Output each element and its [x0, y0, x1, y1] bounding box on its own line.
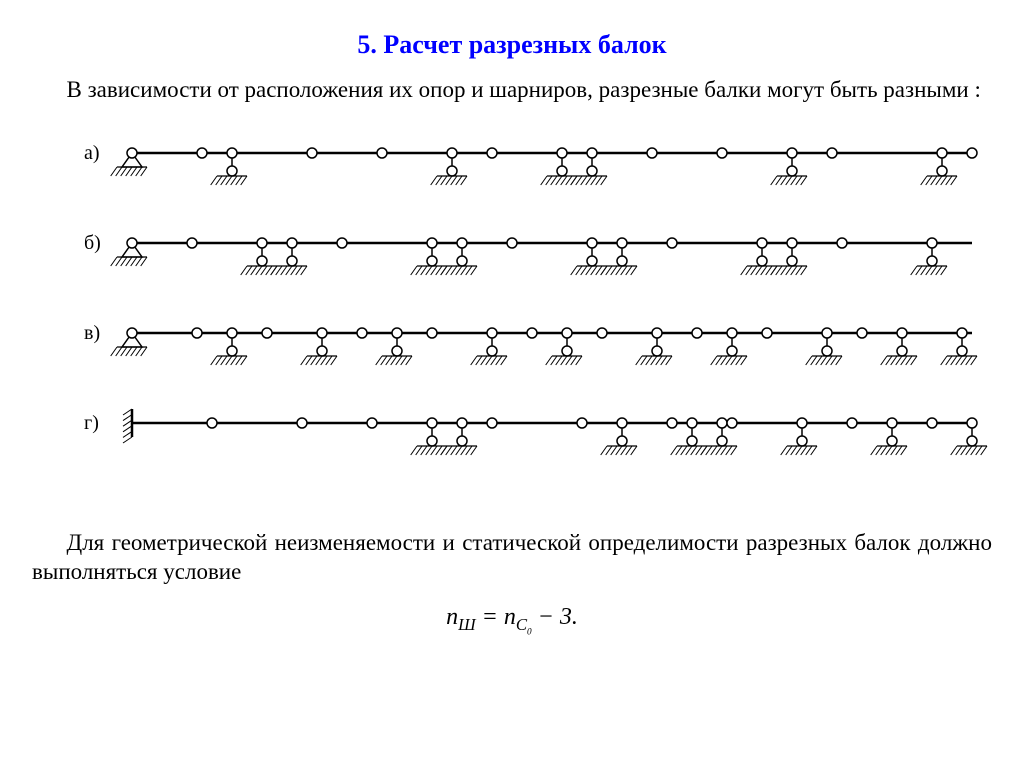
hinge [827, 148, 837, 158]
hinge [762, 328, 772, 338]
hinge [667, 418, 677, 428]
hinge [357, 328, 367, 338]
row-label: в) [84, 322, 100, 344]
hinge [857, 328, 867, 338]
hinge [507, 238, 517, 248]
hinge [192, 328, 202, 338]
hinge [207, 418, 217, 428]
hinge [337, 238, 347, 248]
hinge [577, 418, 587, 428]
beam-row-3: г) [84, 409, 987, 455]
outro-text: Для геометрической неизменяемости и стат… [32, 529, 992, 587]
hinge [837, 238, 847, 248]
hinge [197, 148, 207, 158]
hinge [597, 328, 607, 338]
hinge [647, 148, 657, 158]
page-title: 5. Расчет разрезных балок [32, 30, 992, 60]
beam-row-1: б) [84, 232, 972, 275]
hinge [967, 148, 977, 158]
hinge [847, 418, 857, 428]
hinge [307, 148, 317, 158]
formula: nШ = nC0 − 3. [32, 604, 992, 636]
hinge [487, 148, 497, 158]
hinge [427, 328, 437, 338]
row-label: б) [84, 232, 101, 254]
hinge [527, 328, 537, 338]
hinge [667, 238, 677, 248]
beam-row-0: а) [84, 142, 977, 185]
hinge [692, 328, 702, 338]
hinge [262, 328, 272, 338]
beam-diagrams: а) б) в) г) [32, 123, 992, 503]
beam-row-2: в) [84, 322, 977, 365]
hinge [187, 238, 197, 248]
hinge [727, 418, 737, 428]
hinge [367, 418, 377, 428]
hinge [717, 148, 727, 158]
hinge [297, 418, 307, 428]
hinge [487, 418, 497, 428]
hinge [927, 418, 937, 428]
hinge [377, 148, 387, 158]
intro-text: В зависимости от расположения их опор и … [32, 76, 992, 105]
row-label: г) [84, 412, 99, 434]
row-label: а) [84, 142, 100, 164]
